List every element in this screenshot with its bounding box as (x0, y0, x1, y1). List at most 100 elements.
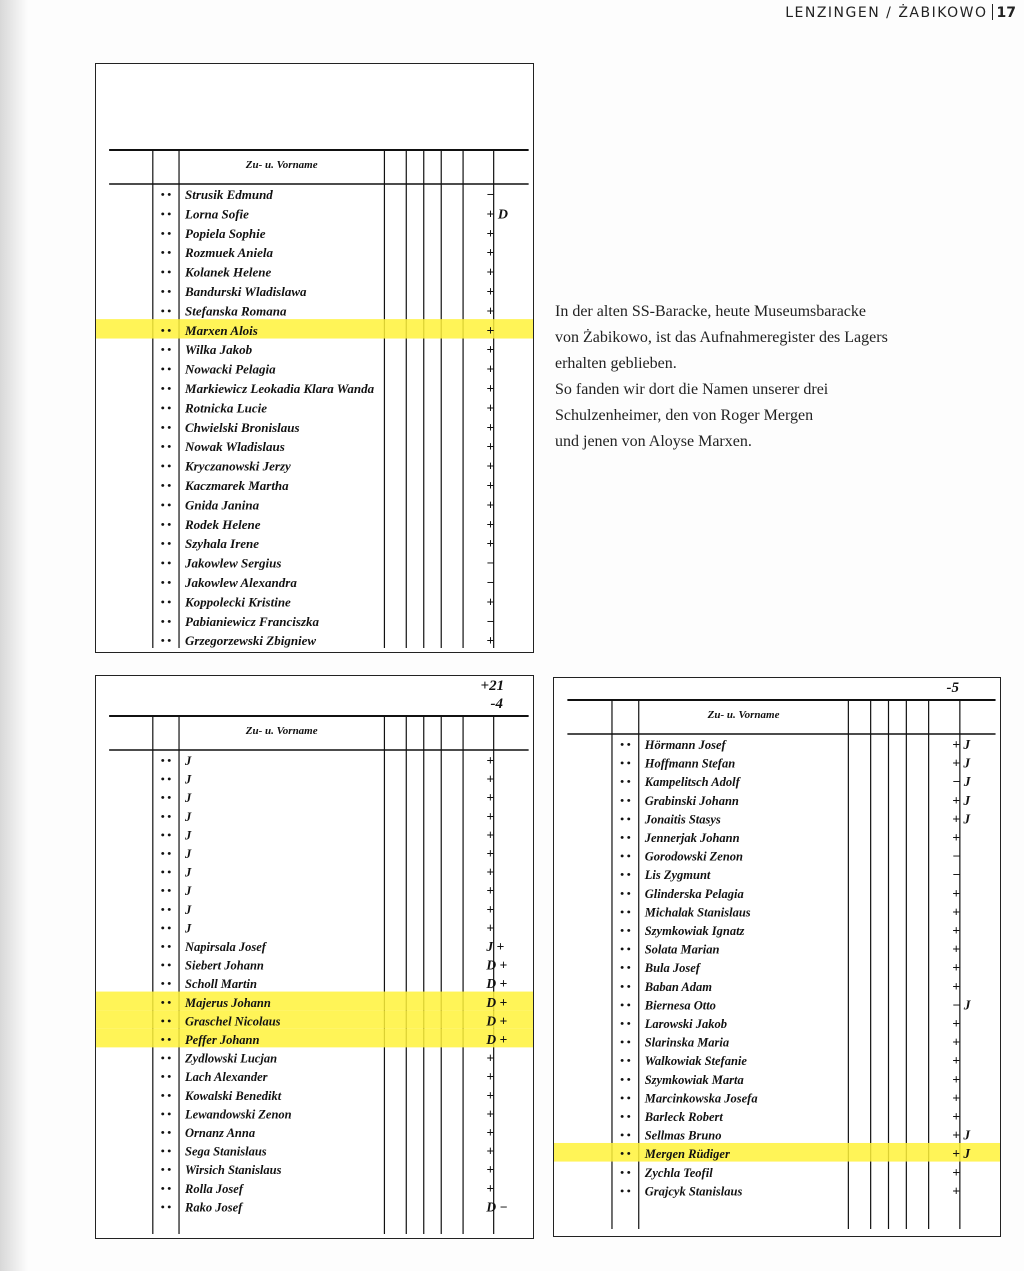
entry-name: Kaczmarek Martha (184, 478, 289, 493)
ditto: • • (161, 441, 172, 453)
entry-name: Kampelitsch Adolf (644, 775, 742, 789)
entry-remark: − (486, 615, 494, 630)
entry-name: Larowski Jakob (644, 1017, 727, 1031)
caption-line: und jenen von Aloyse Marxen. (555, 433, 752, 450)
ditto: • • (161, 305, 172, 317)
entry-remark: D − (485, 1199, 507, 1214)
entry-name: J (184, 884, 192, 898)
entry-remark: + (486, 343, 494, 358)
ditto: • • (620, 1018, 631, 1030)
entry-name: Peffer Johann (185, 1033, 259, 1047)
ditto: • • (161, 811, 172, 823)
ditto: • • (161, 344, 172, 356)
entry-name: Majerus Johann (184, 996, 271, 1010)
ditto: • • (620, 795, 631, 807)
ditto: • • (161, 596, 172, 608)
ditto: • • (161, 1164, 172, 1176)
entry-remark: + J (952, 756, 971, 771)
entry-remark: + (486, 382, 494, 397)
ditto: • • (161, 1071, 172, 1083)
ditto: • • (161, 848, 172, 860)
ditto: • • (161, 325, 172, 337)
entry-remark: + (486, 227, 494, 242)
entry-name: Koppolecki Kristine (184, 594, 291, 609)
ditto: • • (620, 925, 631, 937)
entry-name: Kolanek Helene (184, 265, 272, 280)
entry-name: Popiela Sophie (185, 226, 266, 241)
ditto: • • (161, 755, 172, 767)
entry-name: Lewandowski Zenon (184, 1107, 292, 1121)
ditto: • • (161, 1183, 172, 1195)
register-scan: Zu- u. Vorname • • Strusik Edmund − • • Lorna… (95, 63, 534, 653)
entry-remark: − (486, 188, 494, 203)
entry-remark: D + (485, 958, 507, 973)
ditto: • • (161, 402, 172, 414)
entry-name: Zychla Teofil (644, 1166, 713, 1180)
entry-remark: J + (485, 939, 504, 954)
entry-name: J (184, 828, 192, 842)
separator (991, 4, 993, 20)
ditto: • • (161, 499, 172, 511)
highlight (96, 319, 533, 339)
entry-name: Graschel Nicolaus (185, 1014, 281, 1028)
entry-name: Kryczanowski Jerzy (184, 459, 291, 474)
ditto: • • (161, 1090, 172, 1102)
entry-name: Szyhala Irene (185, 536, 259, 551)
ditto: • • (620, 981, 631, 993)
ditto: • • (620, 1092, 631, 1104)
entry-name: Hörmann Josef (644, 738, 728, 752)
ditto: • • (620, 851, 631, 863)
entry-remark: + (952, 1053, 960, 1068)
ditto: • • (161, 228, 172, 240)
entry-remark: + (486, 1144, 494, 1159)
entry-remark: + (486, 753, 494, 768)
ditto: • • (620, 1185, 631, 1197)
entry-name: Ornanz Anna (185, 1126, 255, 1140)
entry-name: Grabinski Johann (645, 794, 739, 808)
entry-name: Gorodowski Zenon (645, 850, 743, 864)
entry-remark: + J (952, 1128, 971, 1143)
ditto: • • (161, 997, 172, 1009)
ditto: • • (161, 829, 172, 841)
column-header: Zu- u. Vorname (245, 159, 318, 171)
entry-remark: + (486, 809, 494, 824)
entry-name: Nowacki Pelagia (184, 362, 276, 377)
entry-remark: + (952, 830, 960, 845)
entry-remark: + (486, 363, 494, 378)
column-header: Zu- u. Vorname (707, 709, 780, 721)
entry-remark: − J (952, 774, 972, 789)
entry-name: J (184, 921, 192, 935)
ditto: • • (620, 1037, 631, 1049)
entry-name: Bula Josef (644, 961, 702, 975)
entry-name: Sega Stanislaus (185, 1145, 267, 1159)
ditto: • • (161, 1053, 172, 1065)
entry-name: Bandurski Wladislawa (184, 284, 307, 299)
entry-name: Jennerjak Johann (644, 831, 740, 845)
ditto: • • (620, 739, 631, 751)
entry-remark: + (486, 1106, 494, 1121)
entry-name: Gnida Janina (185, 497, 260, 512)
ditto: • • (161, 558, 172, 570)
ditto: • • (620, 1055, 631, 1067)
entry-remark: + (486, 1051, 494, 1066)
entry-name: Jakowlew Sergius (184, 556, 281, 571)
entry-name: Rolla Josef (184, 1182, 245, 1196)
entry-name: Kowalski Benedikt (184, 1089, 282, 1103)
register-sheet: Zu- u. Vorname +21 -4 • • J + • • J + • • J + • • J + •… (96, 678, 533, 1234)
entry-remark: D + (485, 976, 507, 991)
entry-remark: + J (952, 737, 971, 752)
entry-remark: − (952, 867, 960, 882)
entry-remark: + (486, 1125, 494, 1140)
entry-name: Lorna Sofie (184, 206, 249, 221)
ditto: • • (161, 792, 172, 804)
caption-line: In der alten SS-Baracke, heute Museumsba… (555, 303, 866, 320)
entry-name: Sellmas Bruno (645, 1129, 722, 1143)
register-sheet: Zu- u. Vorname -5 • • Hörmann Josef + J • • Ho… (554, 680, 1000, 1229)
entry-remark: + J (952, 811, 971, 826)
ditto: • • (620, 1148, 631, 1160)
entry-name: Rako Josef (184, 1200, 244, 1214)
entry-name: Nowak Wladislaus (184, 439, 285, 454)
entry-remark: − J (952, 997, 972, 1012)
entry-remark: + (952, 1183, 960, 1198)
highlight (96, 991, 533, 1011)
